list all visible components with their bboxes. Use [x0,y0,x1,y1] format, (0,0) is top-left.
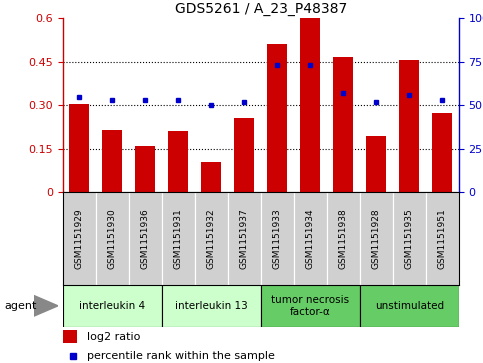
Text: GSM1151930: GSM1151930 [108,208,117,269]
Polygon shape [34,295,58,316]
Bar [360,192,393,285]
Text: GSM1151928: GSM1151928 [372,208,381,269]
Text: GSM1151932: GSM1151932 [207,208,216,269]
Bar [228,192,261,285]
Bar [129,192,162,285]
Text: GSM1151938: GSM1151938 [339,208,348,269]
Text: log2 ratio: log2 ratio [86,332,140,342]
Title: GDS5261 / A_23_P48387: GDS5261 / A_23_P48387 [175,2,347,16]
Bar [234,118,254,192]
Bar [63,192,96,285]
Bar [169,131,188,192]
Bar [102,130,122,192]
Bar [300,18,320,192]
Text: interleukin 4: interleukin 4 [79,301,145,311]
Bar [261,285,360,327]
Bar [201,162,221,192]
Text: unstimulated: unstimulated [375,301,444,311]
Bar [327,192,360,285]
Bar [360,285,459,327]
Bar [393,192,426,285]
Bar [426,192,459,285]
Bar [268,44,287,192]
Text: GSM1151937: GSM1151937 [240,208,249,269]
Text: agent: agent [5,301,37,311]
Bar [261,192,294,285]
Text: percentile rank within the sample: percentile rank within the sample [86,351,274,361]
Bar [432,113,452,192]
Text: GSM1151951: GSM1151951 [438,208,447,269]
Bar [333,57,353,192]
Text: GSM1151934: GSM1151934 [306,208,315,269]
Bar [70,104,89,192]
Text: GSM1151936: GSM1151936 [141,208,150,269]
Text: interleukin 13: interleukin 13 [175,301,248,311]
Text: GSM1151935: GSM1151935 [405,208,414,269]
Text: GSM1151933: GSM1151933 [273,208,282,269]
Bar [135,146,155,192]
Bar [63,285,162,327]
Bar [162,192,195,285]
Bar [195,192,228,285]
Text: GSM1151929: GSM1151929 [75,208,84,269]
Text: tumor necrosis
factor-α: tumor necrosis factor-α [271,295,349,317]
Bar [162,285,261,327]
Bar [96,192,129,285]
Bar [63,330,77,343]
Bar [294,192,327,285]
Bar [399,60,419,192]
Bar [367,136,386,192]
Text: GSM1151931: GSM1151931 [174,208,183,269]
